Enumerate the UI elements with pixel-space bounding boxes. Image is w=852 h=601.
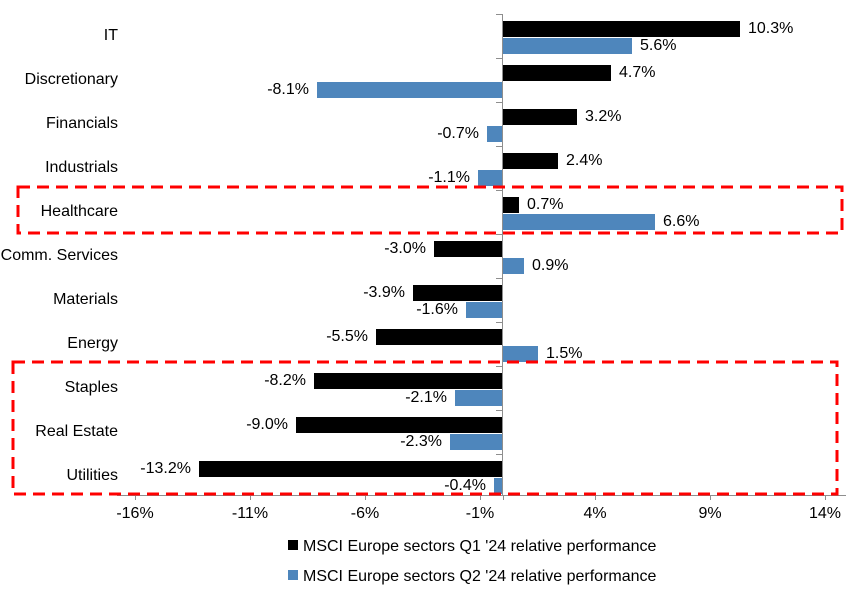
x-axis-tick [365, 495, 366, 500]
value-label-q2-comm-services: 0.9% [532, 257, 569, 274]
category-axis-tick [496, 410, 502, 411]
value-label-q2-industrials: -1.1% [428, 169, 470, 186]
category-label-real-estate: Real Estate [35, 423, 118, 440]
value-label-q2-it: 5.6% [640, 37, 677, 54]
x-axis-tick [503, 495, 504, 500]
legend-label-q2: MSCI Europe sectors Q2 '24 relative perf… [303, 568, 657, 585]
category-label-healthcare: Healthcare [40, 203, 118, 220]
value-label-q1-comm-services: -3.0% [384, 240, 426, 257]
category-label-discretionary: Discretionary [24, 71, 118, 88]
value-label-q2-materials: -1.6% [416, 301, 458, 318]
category-label-industrials: Industrials [45, 159, 118, 176]
bar-q2-materials [466, 302, 503, 318]
value-label-q2-healthcare: 6.6% [663, 213, 700, 230]
category-axis-tick [496, 234, 502, 235]
value-label-q2-financials: -0.7% [437, 125, 479, 142]
bar-q1-staples [314, 373, 503, 389]
value-axis-line [502, 14, 503, 495]
x-axis-tick [135, 495, 136, 500]
bar-q1-financials [503, 109, 577, 125]
category-axis-tick [496, 102, 502, 103]
bar-q2-industrials [478, 170, 503, 186]
legend-swatch-q1 [288, 540, 298, 550]
x-tick-label-1: -11% [231, 505, 269, 522]
bar-q1-industrials [503, 153, 558, 169]
value-label-q1-industrials: 2.4% [566, 152, 603, 169]
category-label-financials: Financials [45, 115, 118, 132]
category-label-materials: Materials [53, 291, 118, 308]
bar-q1-materials [413, 285, 503, 301]
x-tick-label-6: 14% [808, 505, 842, 522]
legend-item-q1: MSCI Europe sectors Q1 '24 relative perf… [288, 538, 656, 556]
bar-q2-healthcare [503, 214, 655, 230]
x-axis-tick [710, 495, 711, 500]
bar-q2-energy [503, 346, 538, 362]
category-label-comm-services: Comm. Services [0, 247, 118, 264]
category-label-energy: Energy [67, 335, 118, 352]
bar-q1-comm-services [434, 241, 503, 257]
value-label-q1-real-estate: -9.0% [246, 416, 288, 433]
value-label-q1-healthcare: 0.7% [527, 196, 564, 213]
bar-q1-utilities [199, 461, 503, 477]
x-tick-label-2: -6% [350, 505, 380, 522]
category-axis-tick [496, 146, 502, 147]
x-axis-line [117, 495, 846, 496]
healthcare-highlight [16, 185, 844, 235]
category-axis-tick [496, 366, 502, 367]
category-axis-tick [496, 58, 502, 59]
value-label-q1-energy: -5.5% [326, 328, 368, 345]
bar-q2-real-estate [450, 434, 503, 450]
value-label-q2-real-estate: -2.3% [400, 433, 442, 450]
value-label-q2-discretionary: -8.1% [267, 81, 309, 98]
category-axis-tick [496, 190, 502, 191]
x-tick-label-0: -16% [116, 505, 154, 522]
x-tick-label-5: 9% [698, 505, 722, 522]
value-label-q1-discretionary: 4.7% [619, 64, 656, 81]
category-axis-tick [496, 14, 502, 15]
bar-q2-staples [455, 390, 503, 406]
bar-q2-comm-services [503, 258, 524, 274]
category-axis-tick [496, 322, 502, 323]
bar-q2-it [503, 38, 632, 54]
value-label-q2-energy: 1.5% [546, 345, 583, 362]
category-label-it: IT [103, 27, 118, 44]
value-label-q1-materials: -3.9% [363, 284, 405, 301]
bar-q2-financials [487, 126, 503, 142]
x-tick-label-4: 4% [583, 505, 607, 522]
category-label-staples: Staples [64, 379, 118, 396]
bar-q1-energy [376, 329, 503, 345]
value-label-q1-it: 10.3% [748, 20, 794, 37]
category-axis-tick [496, 454, 502, 455]
bar-q1-discretionary [503, 65, 611, 81]
bar-q2-discretionary [317, 82, 503, 98]
value-label-q1-staples: -8.2% [264, 372, 306, 389]
x-axis-tick [825, 495, 826, 500]
bar-q1-it [503, 21, 740, 37]
bar-q1-real-estate [296, 417, 503, 433]
x-axis-tick [595, 495, 596, 500]
category-label-utilities: Utilities [66, 467, 118, 484]
x-axis-tick [250, 495, 251, 500]
value-label-q2-staples: -2.1% [405, 389, 447, 406]
legend-item-q2: MSCI Europe sectors Q2 '24 relative perf… [288, 568, 656, 586]
x-tick-label-3: -1% [465, 505, 495, 522]
legend-swatch-q2 [288, 570, 298, 580]
x-axis-tick [480, 495, 481, 500]
value-label-q1-financials: 3.2% [585, 108, 622, 125]
value-label-q2-utilities: -0.4% [444, 477, 486, 494]
category-axis-tick [496, 278, 502, 279]
value-label-q1-utilities: -13.2% [140, 460, 191, 477]
legend-label-q1: MSCI Europe sectors Q1 '24 relative perf… [303, 538, 657, 555]
bar-q1-healthcare [503, 197, 519, 213]
